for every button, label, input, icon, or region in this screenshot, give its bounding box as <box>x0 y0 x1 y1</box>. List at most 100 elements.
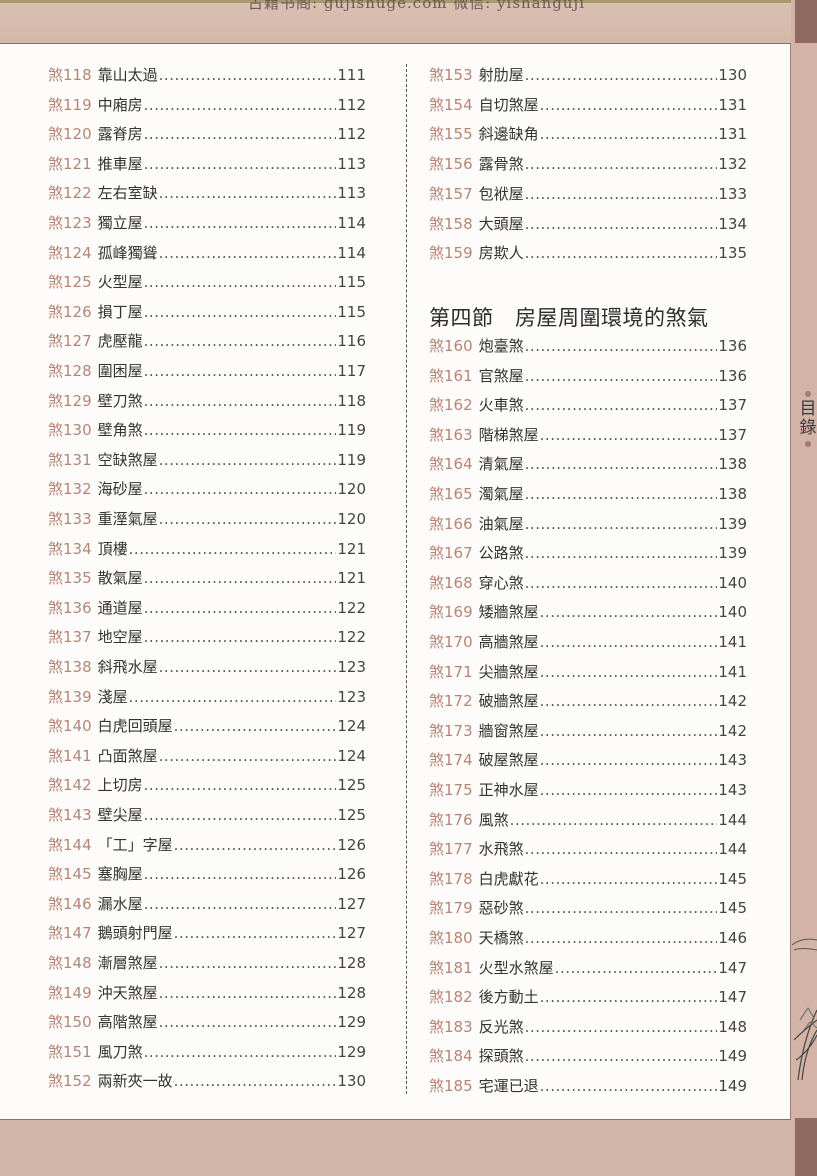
toc-entry[interactable]: 煞130 壁角煞 119 <box>48 420 366 440</box>
entry-number: 煞124 <box>48 243 92 262</box>
entry-title: 清氣屋 <box>478 455 524 474</box>
toc-entry[interactable]: 煞175 正神水屋 143 <box>429 780 747 800</box>
dot-leader <box>525 184 718 204</box>
toc-entry[interactable]: 煞144 「工」字屋 126 <box>48 835 366 855</box>
toc-entry[interactable]: 煞121 推車屋 113 <box>48 154 366 174</box>
toc-entry[interactable]: 煞143 壁尖屋 125 <box>48 805 366 825</box>
toc-entry[interactable]: 煞178 白虎獻花 145 <box>429 869 747 889</box>
toc-entry[interactable]: 煞138 斜飛水屋 123 <box>48 657 366 677</box>
side-tab-contents[interactable]: 目錄 <box>799 388 817 450</box>
dot-leader <box>540 602 718 622</box>
toc-entry[interactable]: 煞141 凸面煞屋 124 <box>48 746 366 766</box>
toc-entry[interactable]: 煞132 海砂屋 120 <box>48 479 366 499</box>
toc-entry[interactable]: 煞160 炮臺煞 136 <box>429 336 747 356</box>
toc-entry[interactable]: 煞118 靠山太過 111 <box>48 65 366 85</box>
dot-leader <box>159 953 337 973</box>
toc-entry[interactable]: 煞168 穿心煞 140 <box>429 573 747 593</box>
toc-entry[interactable]: 煞119 中廂房 112 <box>48 95 366 115</box>
toc-entry[interactable]: 煞154 自切煞屋 131 <box>429 95 747 115</box>
entry-page-number: 118 <box>337 391 366 410</box>
toc-entry[interactable]: 煞137 地空屋 122 <box>48 627 366 647</box>
toc-entry[interactable]: 煞131 空缺煞屋 119 <box>48 450 366 470</box>
entry-number: 煞155 <box>429 125 473 144</box>
top-border <box>0 0 817 3</box>
toc-entry[interactable]: 煞166 油氣屋 139 <box>429 514 747 534</box>
toc-entry[interactable]: 煞171 尖牆煞屋 141 <box>429 662 747 682</box>
entry-title: 漏水屋 <box>97 894 143 913</box>
entry-number: 煞146 <box>48 894 92 913</box>
entry-title: 房欺人 <box>478 244 524 263</box>
toc-entry[interactable]: 煞170 高牆煞屋 141 <box>429 632 747 652</box>
toc-entry[interactable]: 煞157 包袱屋 133 <box>429 184 747 204</box>
toc-entry[interactable]: 煞181 火型水煞屋 147 <box>429 958 747 978</box>
toc-entry[interactable]: 煞184 探頭煞 149 <box>429 1046 747 1066</box>
dot-leader <box>144 479 337 499</box>
dot-leader <box>540 632 718 652</box>
entry-page-number: 114 <box>337 243 366 262</box>
toc-entry[interactable]: 煞139 淺屋 123 <box>48 687 366 707</box>
toc-entry[interactable]: 煞123 獨立屋 114 <box>48 213 366 233</box>
entry-page-number: 117 <box>337 362 366 380</box>
toc-entry[interactable]: 煞125 火型屋 115 <box>48 272 366 292</box>
toc-entry[interactable]: 煞122 左右室缺 113 <box>48 183 366 203</box>
entry-number: 煞126 <box>48 302 92 321</box>
toc-entry[interactable]: 煞180 天橋煞 146 <box>429 928 747 948</box>
toc-entry[interactable]: 煞146 漏水屋 127 <box>48 894 366 914</box>
side-tab-label: 目錄 <box>799 399 817 438</box>
toc-entry[interactable]: 煞164 清氣屋 138 <box>429 454 747 474</box>
toc-entry[interactable]: 煞156 露骨煞 132 <box>429 154 747 174</box>
toc-entry[interactable]: 煞140 白虎回頭屋 124 <box>48 716 366 736</box>
toc-entry[interactable]: 煞167 公路煞 139 <box>429 543 747 563</box>
toc-entry[interactable]: 煞147 鵝頭射門屋 127 <box>48 923 366 943</box>
toc-entry[interactable]: 煞126 損丁屋 115 <box>48 302 366 322</box>
toc-entry[interactable]: 煞134 頂樓 121 <box>48 539 366 559</box>
entry-page-number: 129 <box>337 1042 366 1061</box>
dot-leader <box>525 243 718 263</box>
toc-entry[interactable]: 煞165 濁氣屋 138 <box>429 484 747 504</box>
toc-entry[interactable]: 煞142 上切房 125 <box>48 775 366 795</box>
toc-entry[interactable]: 煞135 散氣屋 121 <box>48 568 366 588</box>
toc-entry[interactable]: 煞177 水飛煞 144 <box>429 839 747 859</box>
entry-page-number: 139 <box>718 544 747 563</box>
toc-entry[interactable]: 煞163 階梯煞屋 137 <box>429 425 747 445</box>
toc-entry[interactable]: 煞152 兩新夾一故 130 <box>48 1071 366 1091</box>
dot-leader <box>525 543 718 563</box>
toc-entry[interactable]: 煞174 破屋煞屋 143 <box>429 750 747 770</box>
toc-entry[interactable]: 煞149 沖天煞屋 128 <box>48 983 366 1003</box>
toc-entry[interactable]: 煞120 露脊房 112 <box>48 124 366 144</box>
toc-entry[interactable]: 煞185 宅運已退 149 <box>429 1076 747 1096</box>
dot-leader <box>144 124 337 144</box>
entry-number: 煞182 <box>429 988 473 1007</box>
toc-entry[interactable]: 煞169 矮牆煞屋 140 <box>429 602 747 622</box>
toc-entry[interactable]: 煞162 火車煞 137 <box>429 395 747 415</box>
dot-leader <box>144 894 337 914</box>
dot-leader <box>540 95 718 115</box>
dot-leader <box>129 687 337 707</box>
toc-entry[interactable]: 煞124 孤峰獨聳 114 <box>48 243 366 263</box>
entry-page-number: 148 <box>718 1017 747 1036</box>
side-strip-corner-bottom <box>795 1118 817 1176</box>
toc-entry[interactable]: 煞145 塞胸屋 126 <box>48 864 366 884</box>
toc-entry[interactable]: 煞129 壁刀煞 118 <box>48 391 366 411</box>
toc-entry[interactable]: 煞153 射肋屋 130 <box>429 65 747 85</box>
toc-entry[interactable]: 煞182 後方動土 147 <box>429 987 747 1007</box>
toc-entry[interactable]: 煞179 惡砂煞 145 <box>429 898 747 918</box>
toc-entry[interactable]: 煞128 圍困屋 117 <box>48 361 366 381</box>
toc-entry[interactable]: 煞150 高階煞屋 129 <box>48 1012 366 1032</box>
toc-entry[interactable]: 煞161 官煞屋 136 <box>429 366 747 386</box>
toc-entry[interactable]: 煞159 房欺人 135 <box>429 243 747 263</box>
toc-entry[interactable]: 煞158 大頭屋 134 <box>429 214 747 234</box>
toc-entry[interactable]: 煞151 風刀煞 129 <box>48 1042 366 1062</box>
toc-entry[interactable]: 煞172 破牆煞屋 142 <box>429 691 747 711</box>
toc-entry[interactable]: 煞148 漸層煞屋 128 <box>48 953 366 973</box>
toc-entry[interactable]: 煞176 風煞 144 <box>429 810 747 830</box>
toc-entry[interactable]: 煞155 斜邊缺角 131 <box>429 124 747 144</box>
entry-number: 煞127 <box>48 332 92 351</box>
toc-entry[interactable]: 煞133 重溼氣屋 120 <box>48 509 366 529</box>
dot-leader <box>129 539 337 559</box>
toc-entry[interactable]: 煞127 虎壓龍 116 <box>48 331 366 351</box>
toc-entry[interactable]: 煞173 牆窗煞屋 142 <box>429 721 747 741</box>
toc-entry[interactable]: 煞183 反光煞 148 <box>429 1017 747 1037</box>
toc-entry[interactable]: 煞136 通道屋 122 <box>48 598 366 618</box>
entry-title: 圍困屋 <box>97 362 143 380</box>
